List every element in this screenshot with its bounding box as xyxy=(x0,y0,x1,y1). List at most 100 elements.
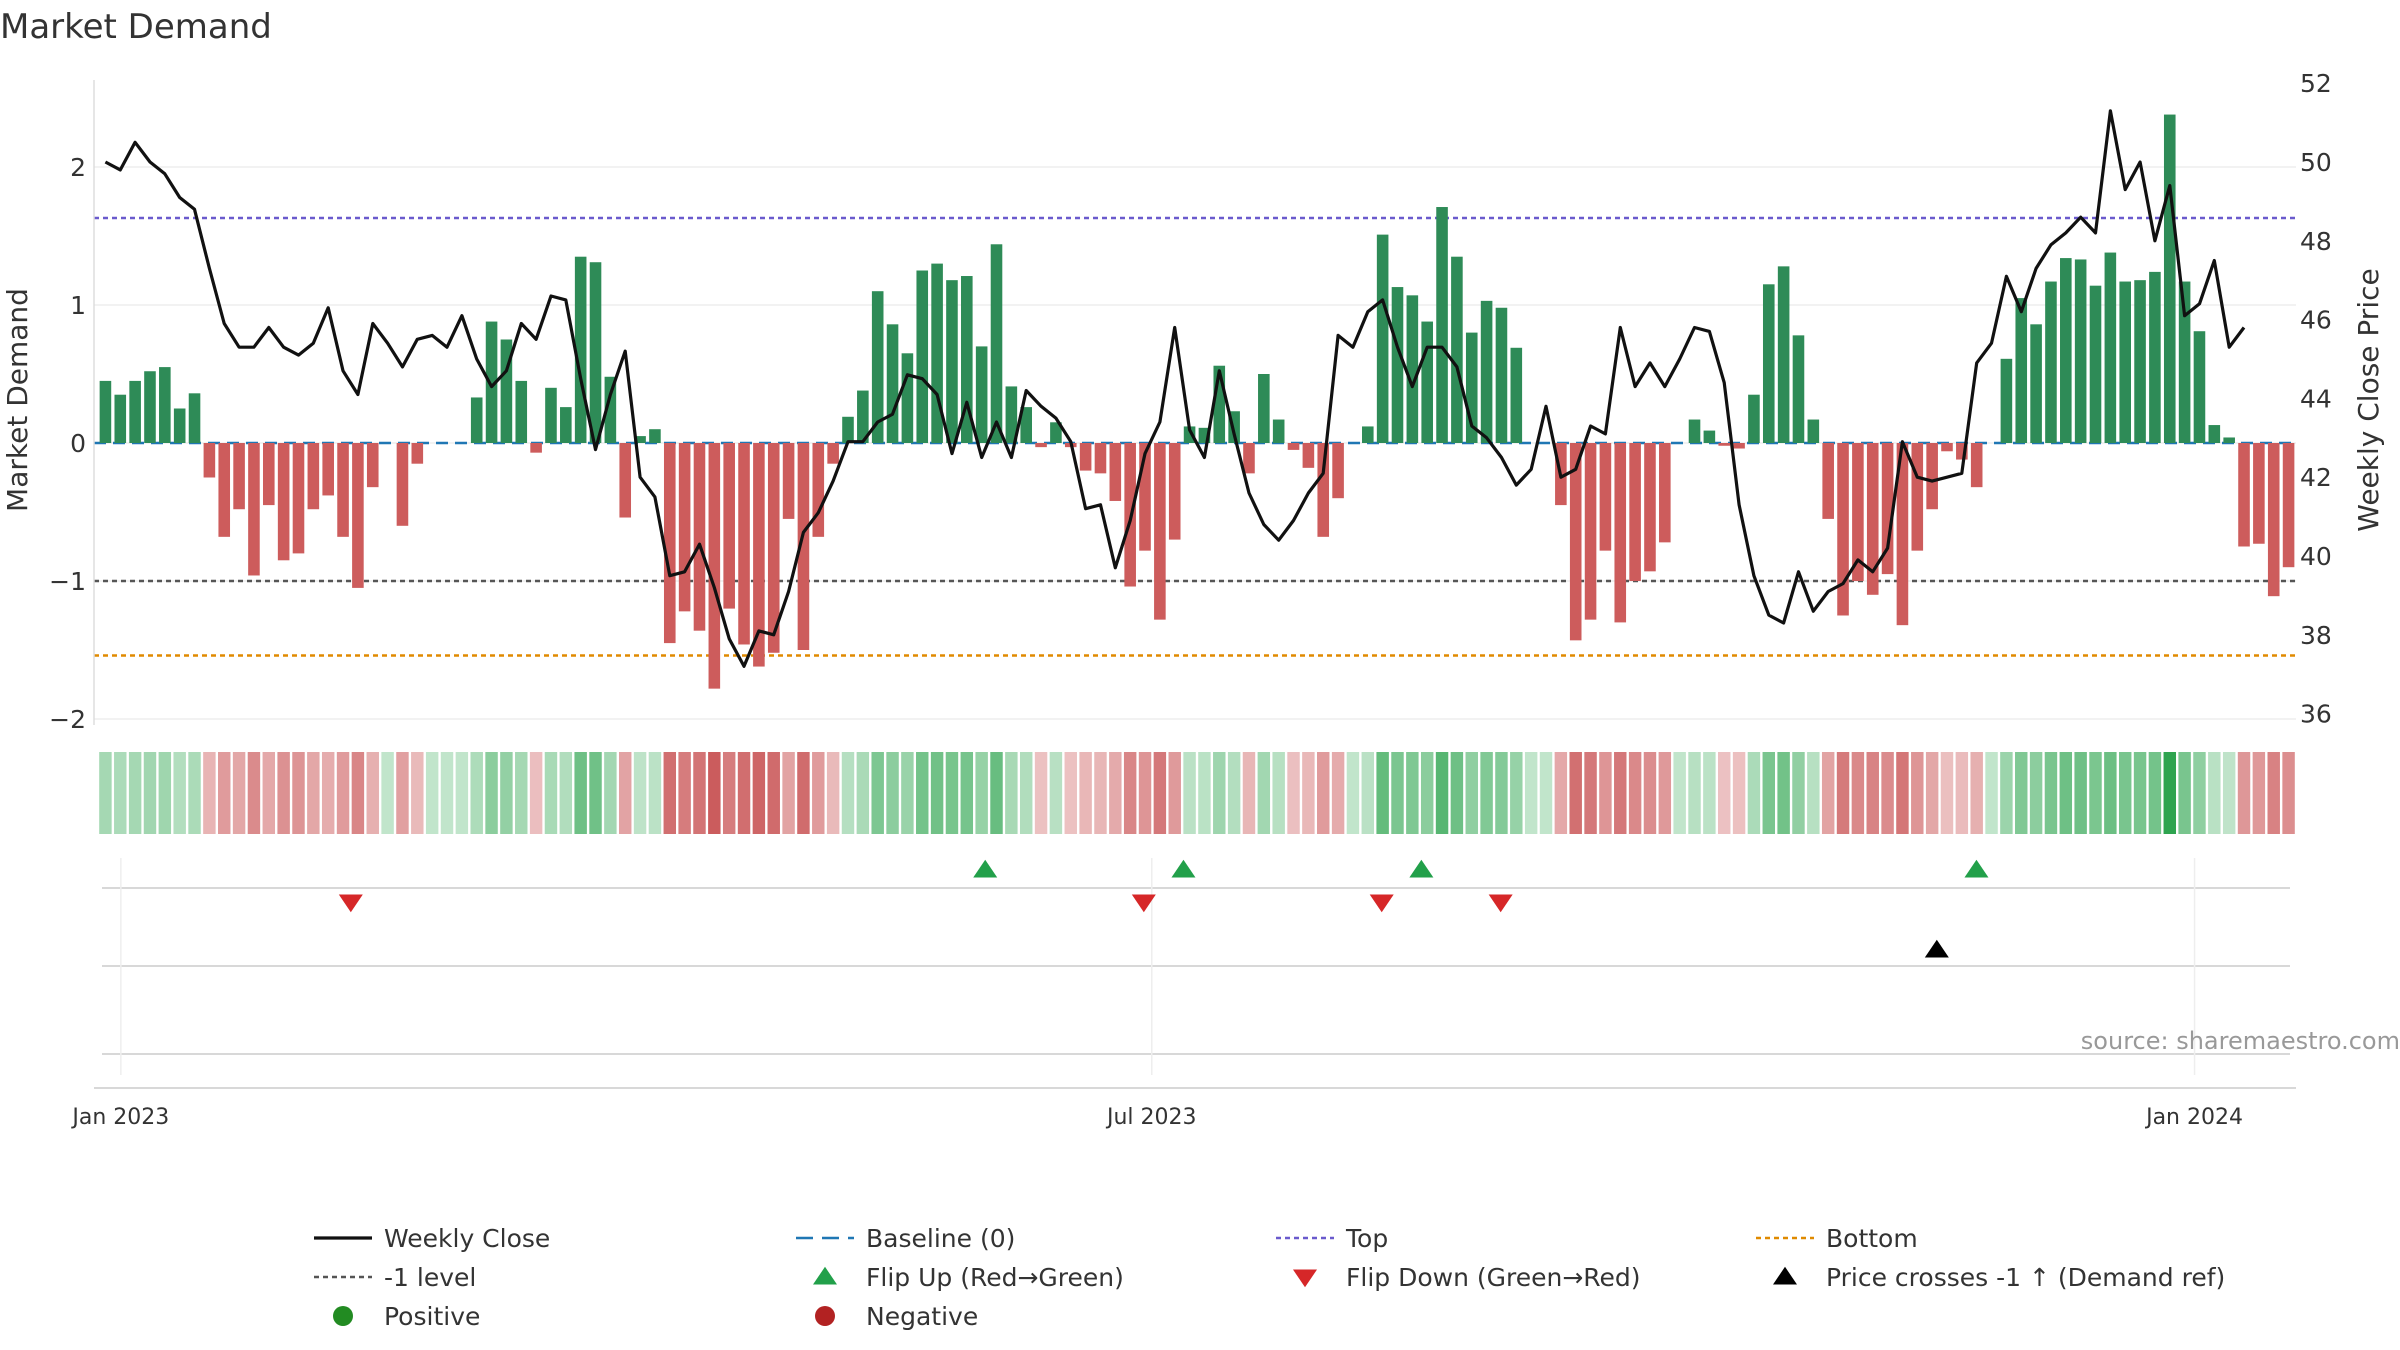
demand-bar xyxy=(1139,443,1151,551)
demand-bar xyxy=(1911,443,1924,551)
demand-bar xyxy=(1243,443,1255,474)
price-cross-marker xyxy=(1924,939,1949,958)
heat-cell xyxy=(1524,752,1538,834)
legend-swatch-cross xyxy=(1773,1266,1797,1285)
demand-bar xyxy=(1436,207,1448,443)
demand-bar xyxy=(708,443,721,689)
demand-bar xyxy=(1020,407,1033,443)
demand-bar xyxy=(782,443,795,519)
heat-cell xyxy=(797,752,810,834)
heat-cell xyxy=(1198,752,1211,834)
heat-cell xyxy=(1019,752,1033,834)
flip-down-marker xyxy=(1131,894,1156,913)
demand-bar xyxy=(678,443,691,612)
demand-bar xyxy=(1644,443,1656,572)
y-tick-right: 40 xyxy=(2300,542,2332,571)
heat-cell xyxy=(262,752,276,834)
demand-bar xyxy=(1094,443,1107,474)
heat-cell xyxy=(1940,752,1954,834)
heat-cell xyxy=(2252,752,2266,834)
heat-cell xyxy=(188,752,201,834)
heat-cell xyxy=(1539,752,1553,834)
demand-bar xyxy=(1956,443,1968,460)
demand-bar xyxy=(2178,281,2191,443)
demand-bar xyxy=(723,443,735,609)
heat-cell xyxy=(440,752,454,834)
heat-cell xyxy=(1896,752,1909,834)
y-tick-right: 50 xyxy=(2300,148,2332,177)
demand-bar xyxy=(1762,284,1775,443)
heat-cell xyxy=(589,752,602,834)
heat-cell xyxy=(1480,752,1493,834)
demand-bar xyxy=(1035,443,1047,448)
demand-bar xyxy=(871,291,884,443)
demand-bar xyxy=(753,443,765,667)
axes: 2 1 0 −1 −2 52 50 48 46 44 42 40 38 36 xyxy=(49,69,2332,734)
demand-bar xyxy=(1926,443,1938,510)
heat-cell xyxy=(1272,752,1285,834)
heat-cell xyxy=(411,752,424,834)
heat-cell xyxy=(1569,752,1582,834)
heat-cell xyxy=(1881,752,1894,834)
demand-bar xyxy=(159,367,171,443)
heat-cell xyxy=(2089,752,2102,834)
heat-cell xyxy=(1406,752,1419,834)
demand-bar xyxy=(1866,443,1879,595)
demand-bar xyxy=(1258,374,1270,443)
demand-bar xyxy=(1970,443,1983,488)
heat-cell xyxy=(2237,752,2251,834)
heat-cell xyxy=(1851,752,1865,834)
heat-cell xyxy=(1732,752,1746,834)
demand-bar xyxy=(634,436,646,443)
demand-bar xyxy=(2238,443,2250,547)
heat-cell xyxy=(1807,752,1820,834)
demand-bar xyxy=(767,443,780,653)
demand-bar xyxy=(1792,335,1805,443)
demand-bar xyxy=(1317,443,1330,537)
heat-cell xyxy=(2193,752,2206,834)
heat-cell xyxy=(990,752,1003,834)
demand-bar xyxy=(1852,443,1864,581)
y-axis-right-label: Weekly Close Price xyxy=(2352,268,2385,531)
heat-cell xyxy=(1688,752,1701,834)
heat-cell xyxy=(1109,752,1122,834)
heat-cell xyxy=(2208,752,2221,834)
heat-cell xyxy=(2118,752,2132,834)
demand-bar xyxy=(1822,443,1834,519)
legend: Weekly Close Baseline (0) Top Bottom -1 leve… xyxy=(314,1224,2225,1331)
legend-label: Weekly Close xyxy=(384,1224,550,1253)
demand-bar xyxy=(1837,443,1849,616)
demand-bar xyxy=(114,394,127,443)
heat-cell xyxy=(618,752,632,834)
legend-item-positive: Positive xyxy=(333,1302,480,1331)
heat-cell xyxy=(945,752,959,834)
demand-bar xyxy=(1465,332,1478,443)
demand-bar xyxy=(1941,443,1953,452)
heat-cell xyxy=(1391,752,1404,834)
demand-bar xyxy=(1361,426,1374,443)
heat-cell xyxy=(232,752,246,834)
heat-cell xyxy=(737,752,751,834)
demand-heat-strip xyxy=(99,752,2295,834)
heat-cell xyxy=(1465,752,1478,834)
heat-cell xyxy=(2015,752,2028,834)
heat-cell xyxy=(1034,752,1048,834)
demand-bar xyxy=(2030,324,2042,443)
demand-bar xyxy=(1183,426,1196,443)
heat-cell xyxy=(886,752,899,834)
heat-cell xyxy=(1495,752,1508,834)
heat-cell xyxy=(1554,752,1568,834)
heat-cell xyxy=(351,752,365,834)
demand-bar xyxy=(901,353,914,443)
heat-cell xyxy=(2104,752,2117,834)
demand-bar xyxy=(1272,419,1285,443)
source-credit: source: sharemaestro.com xyxy=(2081,1027,2400,1055)
demand-bar xyxy=(2163,114,2176,443)
heat-cell xyxy=(1658,752,1672,834)
demand-bar xyxy=(1168,443,1181,540)
heat-cell xyxy=(218,752,231,834)
demand-bar xyxy=(1421,321,1433,443)
heat-cell xyxy=(767,752,780,834)
